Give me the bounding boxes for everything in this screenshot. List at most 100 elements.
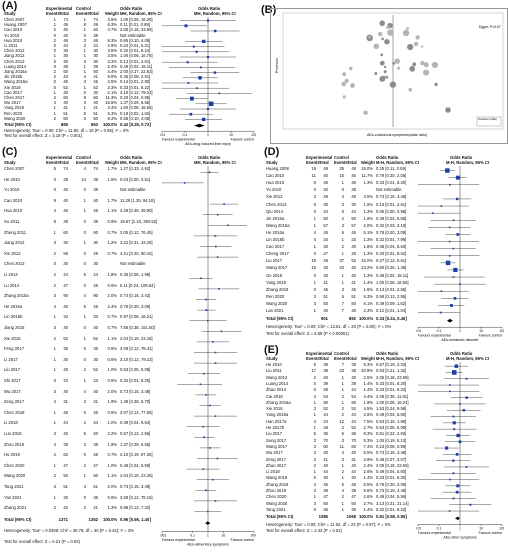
ctrl-events: 14	[81, 176, 86, 182]
exp-total: 41	[63, 105, 68, 111]
weight-value: 5.3%	[107, 110, 117, 116]
funnel-point	[342, 95, 346, 99]
weight-value: 2.7%	[363, 425, 373, 430]
exp-total: 40	[63, 32, 68, 38]
header-control: Control	[76, 155, 91, 160]
ctrl-total: 46	[351, 180, 356, 186]
funnel-point	[402, 29, 410, 37]
header-method: MH, Random, 95% CI	[120, 11, 162, 16]
pooled-diamond	[446, 318, 453, 323]
header-control: Control	[334, 155, 349, 160]
ctrl-events: 0	[83, 325, 86, 330]
weight-value: 8.3%	[107, 37, 117, 43]
study-name: Hua 2010	[4, 208, 23, 214]
weight-value: 2.5%	[107, 79, 117, 85]
exp-total: 47	[63, 282, 68, 288]
ctrl-total: 44	[351, 208, 356, 214]
study-name: Liu 2017	[266, 258, 283, 264]
exp-total: 50	[323, 300, 328, 306]
weight-value: 1.1%	[107, 335, 117, 341]
ctrl-total: 44	[351, 418, 356, 424]
exp-events: 2	[53, 250, 56, 256]
study-name: Jiang 2012	[4, 53, 25, 59]
heterogeneity-text: Heterogeneity: Tau² = 0.0398; Chi² = 30.…	[4, 528, 134, 534]
weight-value: 2.4%	[107, 303, 117, 309]
exp-events: 0	[313, 380, 316, 386]
ctrl-events: 1	[83, 473, 86, 479]
exp-total: 46	[63, 409, 68, 415]
odds-ratio-ci: 11.29 [1.35, 94.18]	[120, 197, 155, 203]
ctrl-events: 0	[83, 282, 86, 288]
ctrl-total: 35	[351, 506, 356, 512]
exp-total: 39	[63, 441, 68, 447]
weight-value: 2.6%	[363, 469, 373, 475]
funnel-point	[408, 88, 413, 92]
exp-total: 35	[63, 346, 68, 352]
odds-ratio-ci: 0.45 [0.08, 2.61]	[120, 74, 151, 80]
exp-events: 1	[53, 105, 56, 111]
odds-ratio-ci: 0.12 [0.01, 1.04]	[376, 308, 407, 313]
study-name: Zhou 2018	[266, 488, 287, 493]
overall-effect-text: Test for overall effect: Z = 0.21 (P = 0…	[4, 539, 80, 544]
odds-ratio-ci: Not estimable	[120, 187, 146, 193]
odds-ratio-ci: 2.05 [0.18, 23.59]	[376, 462, 409, 468]
exp-events: 0	[313, 387, 316, 393]
odds-ratio-ci: 0.73 [0.15, 3.48]	[376, 488, 407, 493]
ctrl-events: 4	[83, 484, 86, 489]
weight-value: 3.3%	[107, 58, 117, 64]
odds-ratio-ci: 0.73 [0.16, 3.48]	[376, 194, 407, 200]
odds-ratio-ci: 0.32 [0.01, 8.25]	[120, 378, 151, 383]
panel-caption: AEs-other symptoms	[443, 536, 477, 540]
odds-ratio-ci: 0.33 [0.01, 8.20]	[376, 180, 407, 186]
exp-total: 44	[323, 469, 328, 475]
ctrl-total: 38	[93, 32, 98, 38]
exp-total: 42	[63, 505, 68, 511]
odds-ratio-ci: 0.32 [0.01, 8.23]	[376, 506, 407, 512]
weight-value: 15.5%	[105, 100, 117, 106]
weight-value: 1.9%	[363, 399, 373, 405]
odds-ratio-ci: 2.04 [0.18, 23.18]	[120, 335, 153, 341]
ctrl-events: 0	[83, 187, 86, 193]
exp-events: 3	[53, 484, 56, 489]
exp-events: 2	[53, 69, 56, 74]
ctrl-total: 33	[351, 237, 356, 242]
favours-control: Favours control	[231, 538, 255, 542]
study-name: Liu 2011	[266, 368, 282, 374]
study-name: Lin 2016b	[266, 237, 285, 242]
ctrl-total: 30	[93, 53, 98, 59]
study-name: Song 2017	[266, 437, 287, 443]
weight-value: 5.5%	[363, 488, 373, 493]
funnel-point	[420, 60, 425, 66]
effect-square	[458, 440, 462, 444]
exp-total: 40	[63, 388, 68, 394]
ctrl-total: 46	[351, 481, 356, 487]
ctrl-total: 40	[93, 27, 98, 33]
exp-total: 45	[63, 79, 68, 85]
ctrl-events: 3	[83, 115, 86, 121]
odds-ratio-ci: 1.00 [0.06, 16.24]	[376, 399, 409, 405]
ctrl-events: 1	[83, 208, 86, 214]
exp-total: 50	[63, 69, 68, 74]
ctrl-total: 60	[93, 229, 98, 235]
ctrl-total: 28	[351, 251, 356, 257]
effect-square	[445, 260, 451, 266]
odds-ratio-ci: 0.20 [0.04, 0.95]	[120, 95, 151, 100]
ctrl-total: 45	[351, 286, 356, 292]
study-name: Luang 2014	[266, 380, 289, 386]
study-name: Feng 2017	[4, 346, 25, 352]
exp-total: 44	[323, 412, 328, 418]
ctrl-total: 40	[93, 325, 98, 330]
odds-ratio-ci: Not estimable	[120, 261, 146, 267]
panel-caption: AEs-alimentary symptoms	[187, 542, 229, 546]
odds-ratio-ci: 1.00 [0.06, 16.55]	[376, 279, 409, 285]
odds-ratio-ci: 0.79 [0.30, 2.06]	[376, 173, 407, 179]
exp-total: 52	[63, 84, 68, 90]
study-name: Ren 2020	[266, 293, 285, 299]
odds-ratio-ci: 0.65 [0.10, 4.08]	[120, 37, 151, 43]
funnel-annotation: Egger: P=0.57	[479, 25, 501, 29]
funnel-point	[413, 41, 419, 47]
effect-square	[452, 247, 455, 250]
study-name: Cao 2010	[266, 173, 285, 179]
exp-events: 0	[313, 187, 316, 193]
effect-square	[465, 377, 468, 380]
